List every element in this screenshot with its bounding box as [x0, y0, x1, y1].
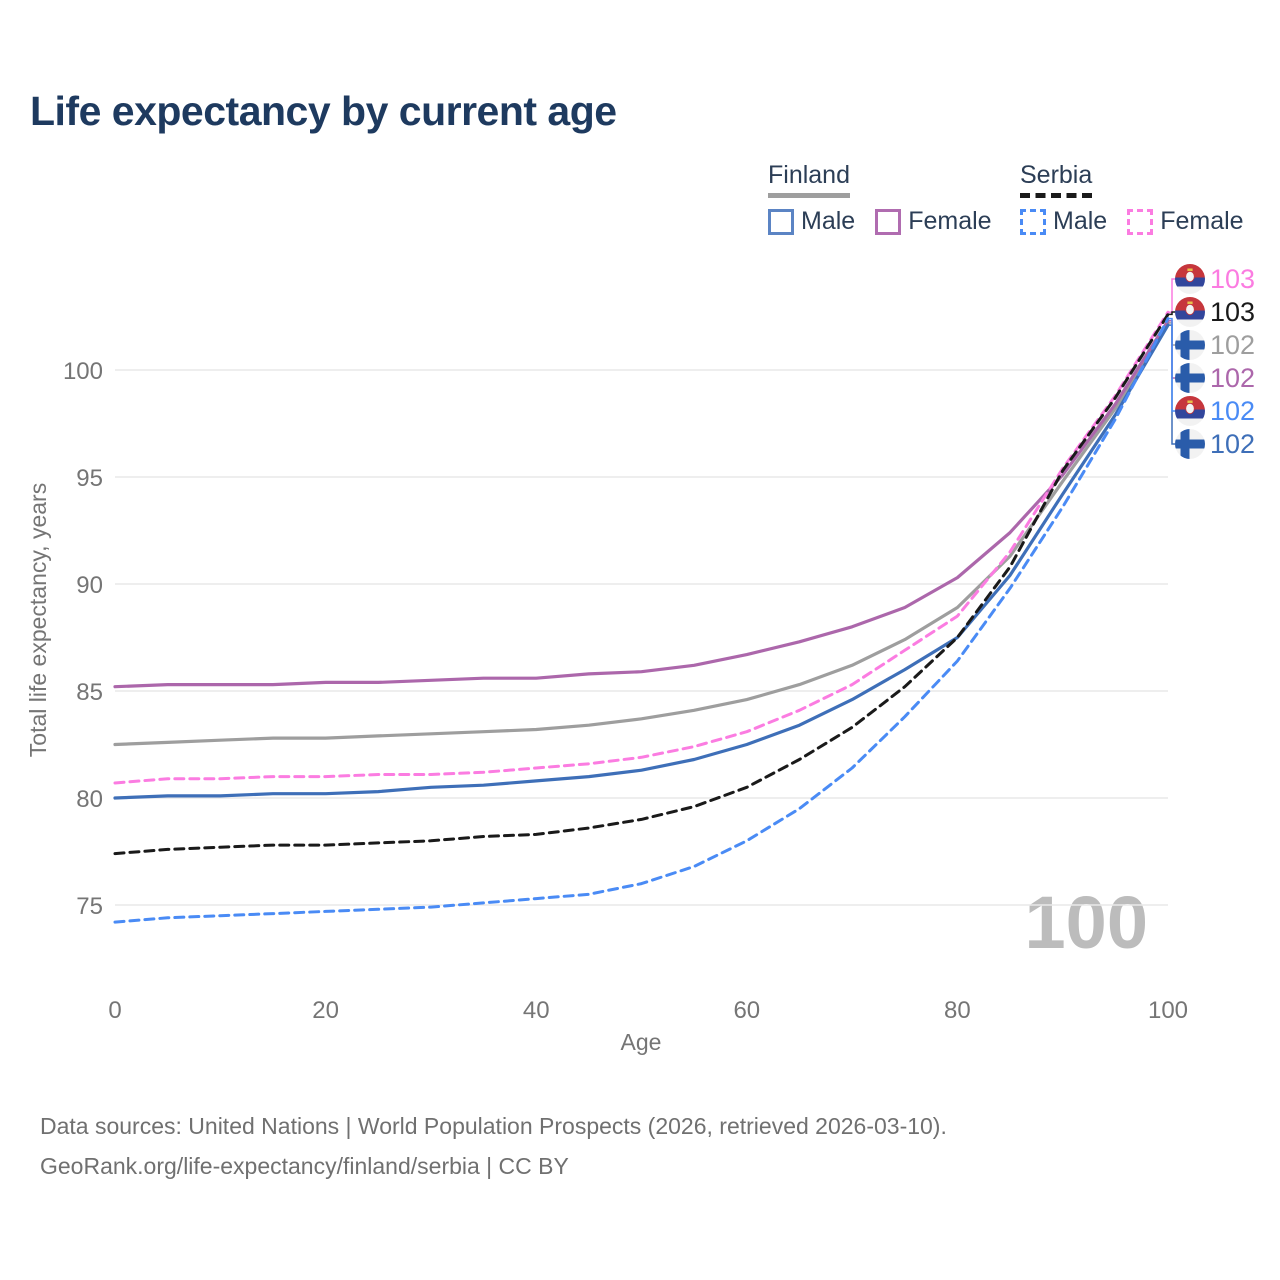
legend-finland: Finland Male Female	[768, 161, 992, 236]
series-line-finland-female[interactable]	[113, 319, 1170, 689]
serbia-flag-icon	[1175, 396, 1205, 426]
end-value-label-0: 103	[1210, 264, 1255, 294]
y-axis-title: Total life expectancy, years	[25, 483, 51, 757]
y-tick-85: 85	[76, 679, 103, 706]
x-tick-100: 100	[1148, 997, 1188, 1024]
series-line-serbia-male[interactable]	[113, 317, 1170, 924]
footer: Data sources: United Nations | World Pop…	[40, 1106, 947, 1186]
age-watermark: 100	[1025, 881, 1148, 964]
series-line-serbia-total[interactable]	[113, 312, 1170, 856]
legend-serbia: Serbia Male Female	[1020, 161, 1244, 236]
end-value-label-3: 102	[1210, 363, 1255, 393]
y-tick-100: 100	[63, 358, 103, 385]
y-tick-90: 90	[76, 572, 103, 599]
end-value-label-1: 103	[1210, 297, 1255, 327]
legend-serbia-female[interactable]: Female	[1127, 207, 1244, 236]
x-tick-40: 40	[523, 997, 550, 1024]
y-tick-75: 75	[76, 893, 103, 920]
legend-finland-female-label: Female	[908, 207, 992, 235]
serbia-male-swatch-icon	[1020, 208, 1046, 235]
finland-female-swatch-icon	[875, 208, 902, 235]
legend-finland-male-label: Male	[801, 207, 856, 235]
finland-flag-icon	[1175, 363, 1205, 393]
x-tick-0: 0	[108, 997, 121, 1024]
finland-male-swatch-icon	[768, 208, 794, 235]
end-value-label-4: 102	[1210, 396, 1255, 426]
y-tick-80: 80	[76, 786, 103, 813]
footer-attribution: GeoRank.org/life-expectancy/finland/serb…	[40, 1153, 569, 1179]
serbia-flag-icon	[1175, 264, 1205, 294]
footer-sources: Data sources: United Nations | World Pop…	[40, 1113, 947, 1139]
x-tick-20: 20	[312, 997, 339, 1024]
legend-finland-female[interactable]: Female	[875, 207, 992, 236]
legend-finland-title[interactable]: Finland	[768, 161, 850, 198]
leader-line-serbia-male	[1168, 317, 1176, 412]
y-tick-95: 95	[76, 465, 103, 492]
serbia-female-swatch-icon	[1127, 208, 1154, 235]
series-line-finland-male[interactable]	[113, 323, 1170, 800]
finland-flag-icon	[1175, 330, 1205, 360]
serbia-flag-icon	[1175, 297, 1205, 327]
legend-finland-male[interactable]: Male	[768, 207, 855, 236]
x-axis-title: Age	[621, 1029, 662, 1055]
legend-serbia-title[interactable]: Serbia	[1020, 161, 1093, 198]
finland-flag-icon	[1175, 429, 1205, 459]
x-tick-80: 80	[944, 997, 971, 1024]
page-title: Life expectancy by current age	[30, 88, 617, 134]
legend-serbia-male[interactable]: Male	[1020, 207, 1107, 236]
leader-line-serbia-female	[1168, 278, 1176, 313]
x-tick-60: 60	[733, 997, 760, 1024]
series-line-serbia-female[interactable]	[113, 310, 1170, 785]
legend-serbia-female-label: Female	[1160, 207, 1244, 235]
legend-serbia-male-label: Male	[1053, 207, 1108, 235]
end-value-label-2: 102	[1210, 330, 1255, 360]
leader-line-serbia-total	[1168, 311, 1176, 316]
end-value-label-5: 102	[1210, 429, 1255, 459]
